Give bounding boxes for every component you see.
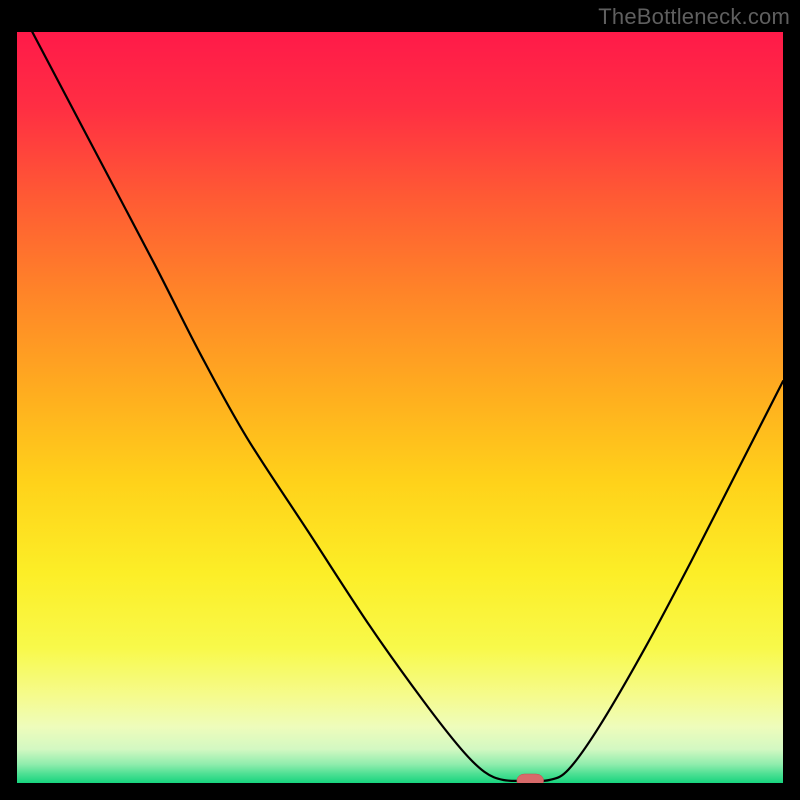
bottleneck-chart <box>17 32 783 783</box>
optimal-marker <box>517 774 544 783</box>
watermark-text: TheBottleneck.com <box>598 4 790 30</box>
chart-frame: TheBottleneck.com <box>0 0 800 800</box>
chart-svg <box>17 32 783 783</box>
